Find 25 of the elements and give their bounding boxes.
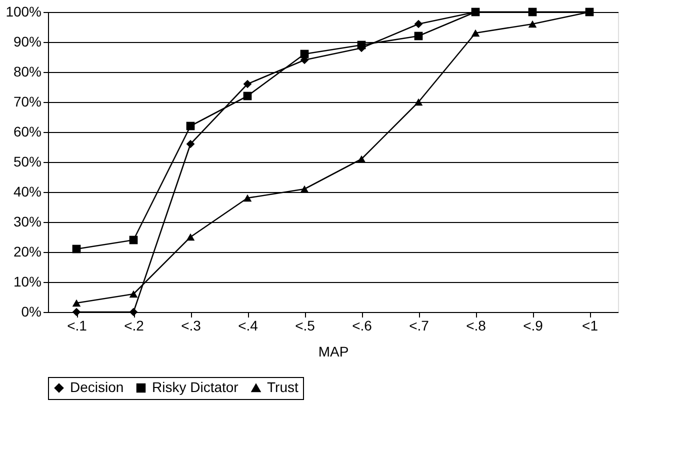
y-tick-label: 80% [13,64,42,80]
x-tick-label: <1 [582,318,598,334]
x-tick-label: <.4 [238,318,258,334]
x-tick-label: <.5 [295,318,316,334]
y-tick-label: 30% [13,214,42,230]
x-tick-label: <.7 [409,318,430,334]
legend-label: Trust [267,379,298,395]
x-tick-label: <.2 [124,318,144,334]
x-tick-label: <.9 [523,318,544,334]
x-tick-label: <.8 [466,318,486,334]
y-tick-label: 70% [13,94,42,110]
x-tick-label: <.6 [352,318,372,334]
y-tick-label: 10% [13,274,42,290]
y-tick-label: 60% [13,124,42,140]
y-tick-label: 100% [6,4,42,20]
legend-label: Decision [70,379,124,395]
y-tick-label: 20% [13,244,42,260]
legend-label: Risky Dictator [152,379,239,395]
x-tick-label: <.3 [181,318,202,334]
y-tick-label: 90% [13,34,42,50]
y-tick-label: 0% [21,304,42,320]
y-tick-label: 40% [13,184,42,200]
x-tick-label: <.1 [67,318,88,334]
x-axis-title: MAP [318,344,349,360]
y-tick-label: 50% [13,154,42,170]
